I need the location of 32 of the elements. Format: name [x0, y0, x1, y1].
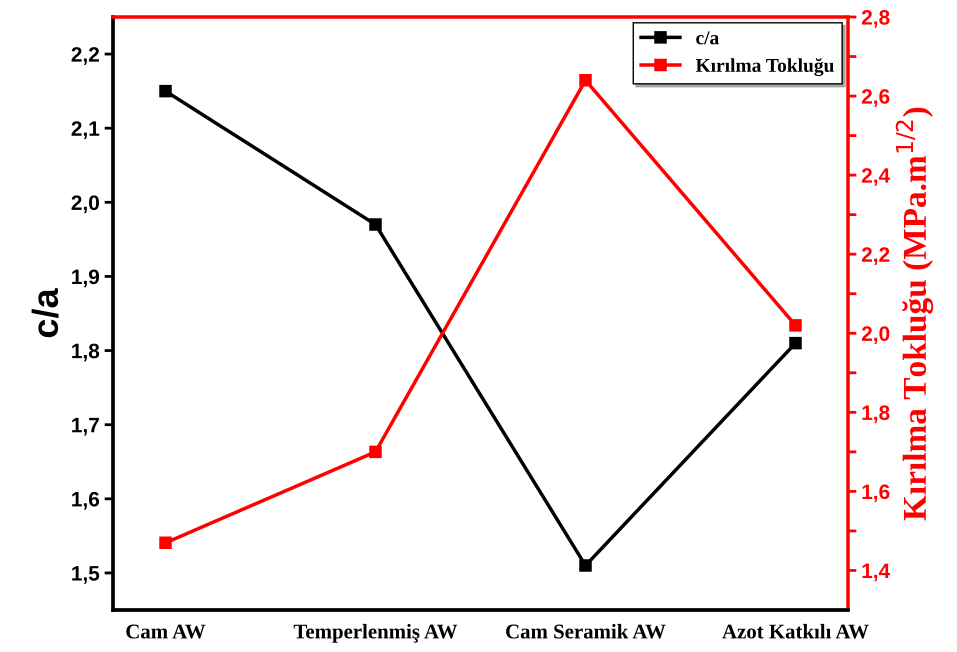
- y2-tick-label: 1,4: [862, 564, 890, 582]
- y-tick-label: 1,9: [72, 269, 100, 288]
- y2-tick-label: 2,6: [862, 89, 890, 107]
- y-tick-label: 2,0: [72, 195, 99, 214]
- point: [369, 218, 382, 231]
- x-tick-label: Temperlenmiş AW: [294, 624, 458, 643]
- y-tick-label: 1,5: [72, 566, 100, 584]
- y-tick-label: 1,8: [72, 344, 100, 362]
- y-tick-label: 2,1: [72, 121, 100, 139]
- y2-tick-label: 1,6: [862, 484, 890, 502]
- y2-tick-label: 2,4: [862, 168, 890, 186]
- legend-label: c/a: [696, 31, 719, 44]
- x-tick-label: Cam Seramik AW: [506, 624, 666, 639]
- point: [579, 74, 592, 87]
- x-tick-label: Azot Katkılı AW: [722, 624, 869, 639]
- point: [579, 559, 592, 572]
- point: [789, 336, 802, 350]
- y-tick-label: 1,6: [72, 492, 100, 510]
- y2-tick-label: 2,0: [862, 326, 890, 344]
- legend-label: Kırılma Tokluğu: [696, 58, 834, 76]
- y2-tick-label: 1,8: [862, 405, 890, 424]
- point: [159, 536, 172, 550]
- point: [369, 446, 382, 458]
- point: [159, 84, 172, 98]
- x-tick-label: Cam AW: [126, 624, 206, 639]
- y-tick-label: 2,2: [72, 47, 99, 65]
- y-axis-title: c/a: [32, 288, 59, 338]
- y2-tick-label: 2,2: [862, 247, 890, 265]
- y2-tick-label: 2,8: [862, 10, 890, 28]
- y-tick-label: 1,7: [72, 418, 99, 436]
- point: [789, 319, 802, 332]
- y2-axis-title: Kırılma Tokluğu (MPa.m$^{1/2}$): [896, 108, 934, 520]
